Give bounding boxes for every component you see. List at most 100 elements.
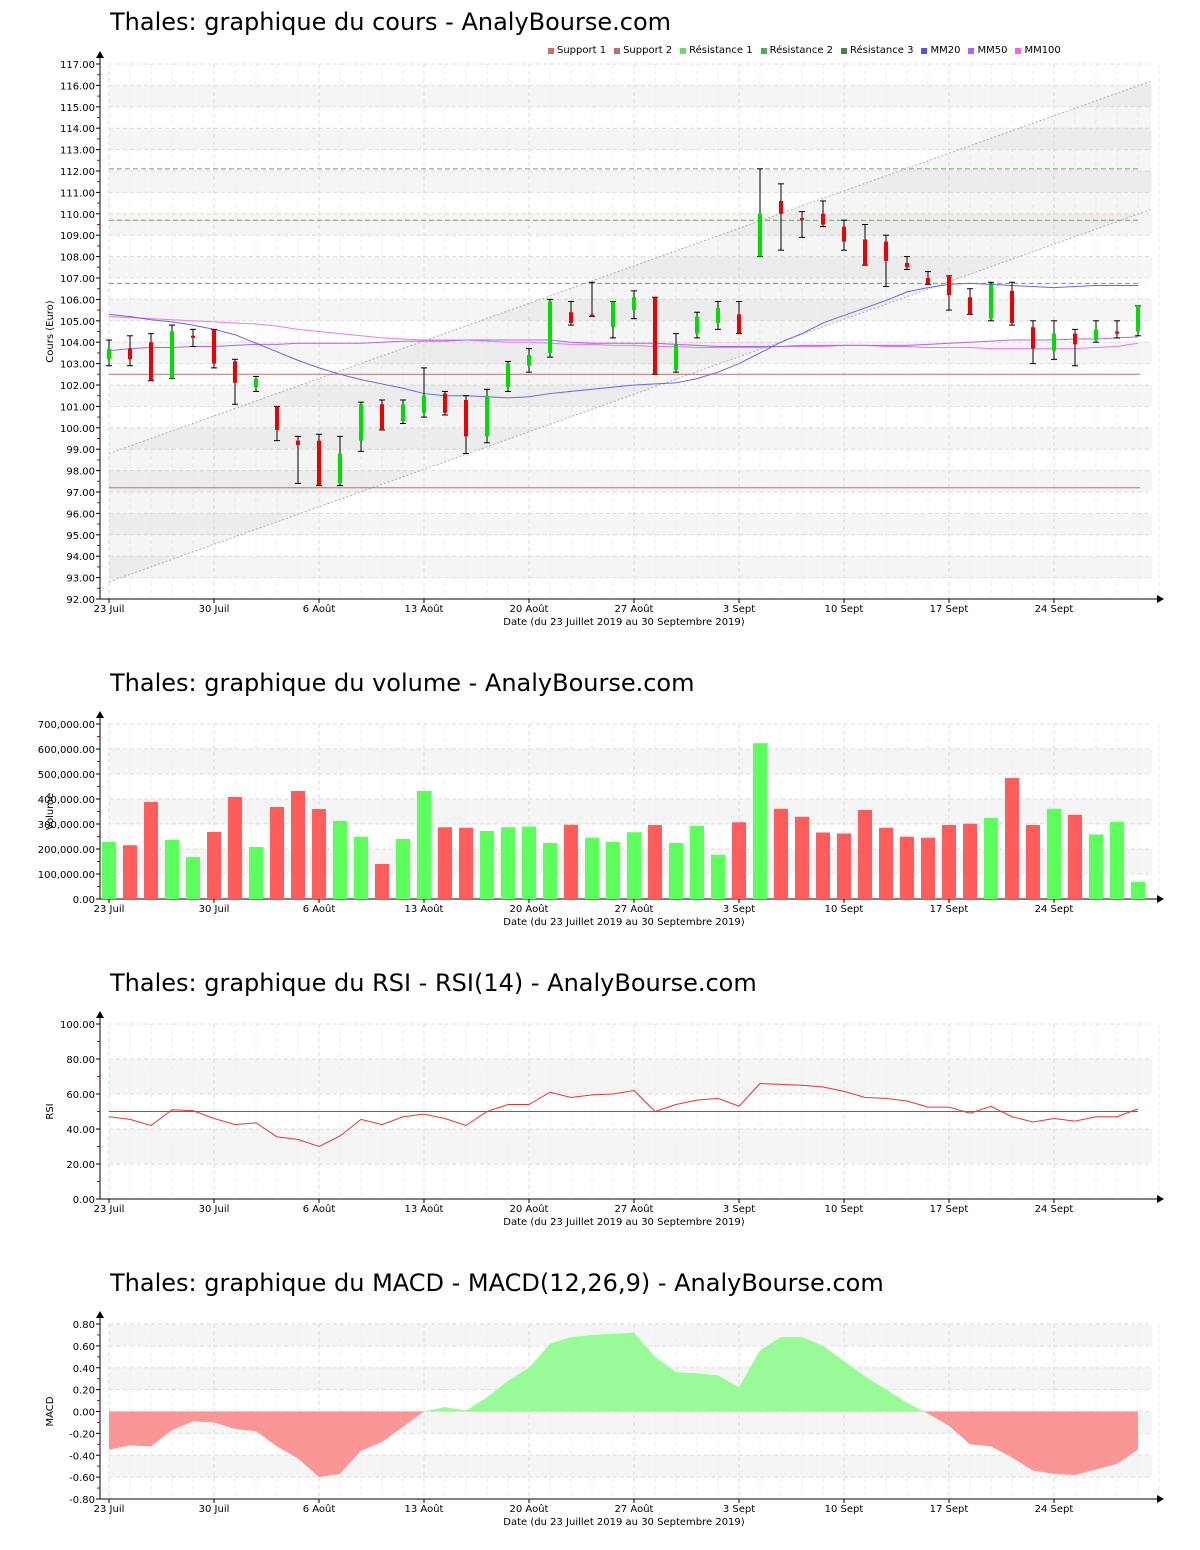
x-tick-label: 30 Juil	[199, 904, 230, 915]
legend-swatch-icon	[614, 47, 621, 54]
candle-body	[443, 393, 447, 413]
grid-band	[109, 342, 1152, 364]
volume-bar	[795, 816, 809, 899]
volume-bar	[249, 847, 263, 899]
volume-bar	[186, 857, 200, 899]
y-tick-label: 400,000.00	[38, 795, 95, 806]
volume-bar	[333, 821, 347, 899]
x-tick-label: 13 Août	[405, 1503, 444, 1515]
y-tick-label: 109.00	[60, 231, 95, 242]
x-axis-title: Date (du 23 Juillet 2019 au 30 Septembre…	[503, 617, 744, 628]
legend-label: Support 2	[623, 45, 673, 56]
legend-label: MM100	[1024, 45, 1061, 56]
candle-body	[884, 241, 888, 261]
x-tick-label: 27 Août	[615, 1203, 654, 1215]
y-tick-label: 112.00	[60, 167, 95, 178]
y-tick-label: 100.00	[60, 1020, 95, 1031]
y-tick-label: 100,000.00	[38, 870, 95, 881]
y-tick-label: 115.00	[60, 103, 95, 114]
volume-bar	[711, 854, 725, 899]
candle-body	[653, 297, 657, 375]
y-tick-label: 102.00	[60, 381, 95, 392]
volume-bar	[1110, 822, 1124, 899]
x-axis-arrow-icon	[1157, 1195, 1164, 1203]
candle-body	[317, 440, 321, 486]
x-axis-arrow-icon	[1157, 895, 1164, 903]
volume-bar	[984, 818, 998, 899]
y-tick-label: 98.00	[66, 467, 95, 478]
legend-swatch-icon	[841, 47, 848, 54]
y-tick-label: 101.00	[60, 402, 95, 413]
grid-band	[109, 513, 1152, 535]
candle-body	[401, 404, 405, 422]
candle-body	[590, 314, 594, 317]
x-tick-label: 6 Août	[303, 1503, 336, 1515]
y-axis-title: Cours (Euro)	[45, 300, 56, 363]
legend-label: MM50	[977, 45, 1008, 56]
legend-item: Résistance 3	[841, 45, 913, 56]
candle-body	[716, 307, 720, 323]
x-tick-label: 24 Sept	[1035, 904, 1074, 915]
volume-bar	[606, 842, 620, 899]
x-tick-label: 10 Sept	[825, 1504, 864, 1515]
candle-body	[380, 404, 384, 430]
volume-bar	[438, 827, 452, 899]
legend-label: Résistance 2	[769, 45, 834, 56]
volume-bar	[144, 802, 158, 899]
volume-bar	[858, 810, 872, 899]
x-tick-label: 10 Sept	[825, 904, 864, 915]
y-tick-label: -0.40	[69, 1451, 95, 1462]
y-tick-label: 97.00	[66, 488, 95, 499]
volume-bar	[417, 791, 431, 899]
candle-body	[1115, 331, 1119, 334]
x-tick-label: 27 Août	[615, 903, 654, 915]
grid-band	[109, 128, 1152, 150]
x-tick-label: 17 Sept	[930, 1504, 969, 1515]
candle-body	[506, 363, 510, 388]
volume-bar	[165, 840, 179, 899]
candle-body	[926, 278, 930, 285]
price-chart-title: Thales: graphique du cours - AnalyBourse…	[110, 8, 672, 36]
volume-bar	[1005, 778, 1019, 899]
candle-body	[821, 213, 825, 225]
mm50-line	[108, 336, 1139, 352]
volume-bar	[732, 822, 746, 899]
volume-bar	[816, 832, 830, 899]
candle-body	[233, 361, 237, 383]
y-tick-label: 111.00	[60, 188, 95, 199]
candle-body	[149, 342, 153, 381]
y-tick-label: 40.00	[66, 1125, 95, 1136]
x-tick-label: 6 Août	[303, 1203, 336, 1215]
macd-negative-area	[109, 1411, 424, 1478]
x-axis-arrow-icon	[1157, 1495, 1164, 1503]
mm20-line	[108, 282, 1138, 399]
y-tick-label: 0.20	[73, 1386, 95, 1397]
volume-bar	[921, 837, 935, 899]
macd-chart-title: Thales: graphique du MACD - MACD(12,26,9…	[110, 1269, 884, 1297]
x-tick-label: 13 Août	[405, 603, 444, 615]
grid-band	[109, 749, 1152, 774]
candle-body	[737, 314, 741, 334]
candle-body	[800, 218, 804, 221]
y-tick-label: 500,000.00	[38, 770, 95, 781]
y-tick-label: 106.00	[60, 295, 95, 306]
x-tick-label: 27 Août	[615, 603, 654, 615]
candle-body	[947, 275, 951, 296]
x-tick-label: 30 Juil	[199, 1504, 230, 1515]
volume-bar	[123, 845, 137, 899]
legend-label: MM20	[930, 45, 961, 56]
y-tick-label: 0.00	[73, 895, 95, 906]
x-tick-label: 23 Juil	[94, 1504, 125, 1515]
y-axis-arrow-icon	[96, 1011, 104, 1018]
volume-bar	[270, 807, 284, 899]
y-tick-label: 116.00	[60, 81, 95, 92]
volume-bar	[375, 864, 389, 899]
x-tick-label: 23 Juil	[94, 904, 125, 915]
volume-bar	[459, 827, 473, 899]
legend-swatch-icon	[968, 47, 975, 54]
volume-bar	[879, 827, 893, 899]
grid-band	[109, 1129, 1152, 1164]
x-tick-label: 20 Août	[510, 1203, 549, 1215]
y-axis-arrow-icon	[96, 711, 104, 718]
grid-band	[109, 1059, 1152, 1094]
